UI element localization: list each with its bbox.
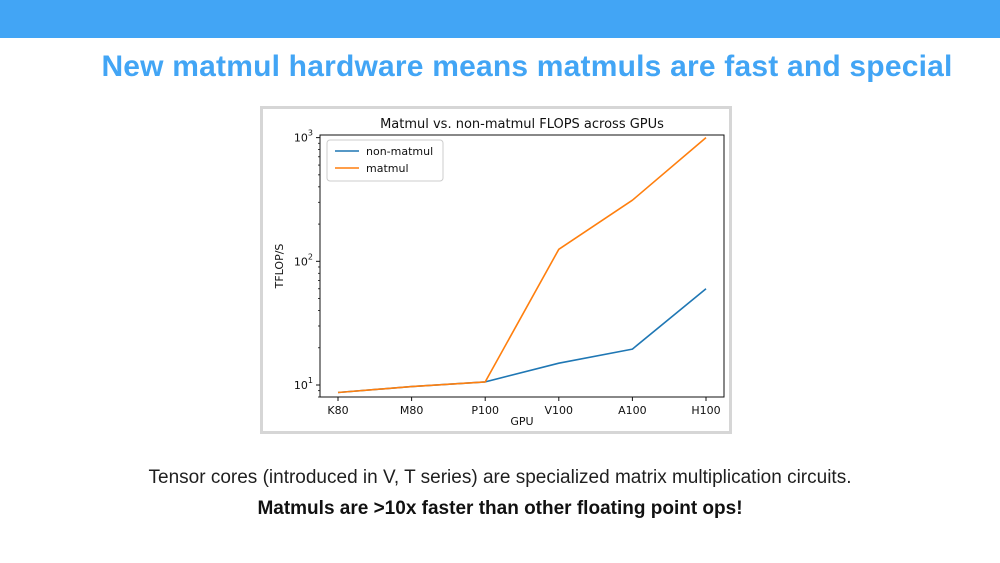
- chart-svg: Matmul vs. non-matmul FLOPS across GPUs …: [273, 117, 725, 428]
- y-tick-label: 103: [294, 129, 313, 145]
- legend-label-non-matmul: non-matmul: [366, 145, 433, 158]
- x-tick-label: P100: [471, 404, 499, 417]
- slide-title: New matmul hardware means matmuls are fa…: [101, 50, 953, 83]
- x-tick-label: M80: [400, 404, 424, 417]
- chart-figure: Matmul vs. non-matmul FLOPS across GPUs …: [260, 106, 732, 434]
- y-tick-label: 102: [294, 252, 313, 268]
- x-tick-label: K80: [327, 404, 348, 417]
- top-accent-bar: [0, 0, 1000, 38]
- x-tick-label: V100: [545, 404, 574, 417]
- y-axis: 101 102 103: [294, 129, 320, 398]
- series-lines: [337, 136, 707, 394]
- caption-tensor-cores: Tensor cores (introduced in V, T series)…: [148, 467, 852, 488]
- y-tick-label: 101: [294, 376, 313, 392]
- y-axis-label: TFLOP/S: [273, 244, 286, 290]
- x-tick-label: H100: [691, 404, 720, 417]
- series-line-non-matmul: [337, 288, 707, 394]
- chart-title: Matmul vs. non-matmul FLOPS across GPUs: [380, 117, 664, 132]
- legend-label-matmul: matmul: [366, 162, 409, 175]
- plot-area: [319, 134, 725, 398]
- caption-matmul-speed: Matmuls are >10x faster than other float…: [257, 498, 743, 519]
- legend: non-matmul matmul: [326, 139, 444, 182]
- x-tick-label: A100: [618, 404, 647, 417]
- series-line-matmul: [337, 136, 707, 394]
- x-axis: K80 M80 P100 V100 A100 H100: [327, 397, 721, 417]
- x-axis-label: GPU: [510, 415, 533, 428]
